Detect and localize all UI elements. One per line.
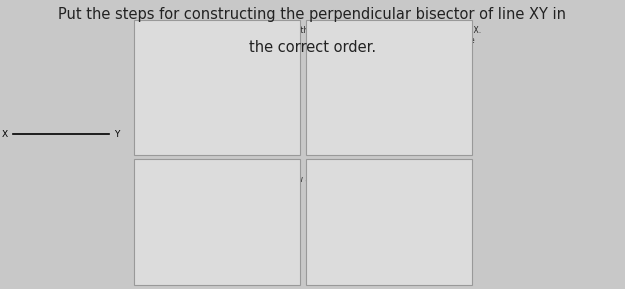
Text: the correct order.: the correct order. xyxy=(249,40,376,55)
Text: X: X xyxy=(320,140,326,149)
Text: X: X xyxy=(149,112,155,121)
Text: Draw arcs above and below the line.: Draw arcs above and below the line. xyxy=(324,165,464,174)
Text: D: D xyxy=(312,166,321,176)
Text: Y: Y xyxy=(452,140,457,149)
Text: Put the steps for constructing the perpendicular bisector of line XY in: Put the steps for constructing the perpe… xyxy=(59,7,566,22)
Text: X: X xyxy=(146,256,151,265)
Text: Y: Y xyxy=(452,251,457,260)
Text: X: X xyxy=(318,251,323,260)
Text: X: X xyxy=(1,130,8,139)
Text: Draw a line between the points where the
arcs intersect.: Draw a line between the points where the… xyxy=(152,26,313,45)
Text: B: B xyxy=(312,27,321,38)
Text: Y: Y xyxy=(114,130,120,139)
Text: Y: Y xyxy=(280,256,285,265)
Text: Place the tip of a pair of compasses at X.
Make the width of the compasses more
: Place the tip of a pair of compasses at … xyxy=(324,26,481,56)
Text: X: X xyxy=(203,268,216,287)
Text: C: C xyxy=(141,166,148,176)
Text: A: A xyxy=(141,27,149,38)
Text: Without changing the width of the
compasses, place the tip at Y and draw arcs
ab: Without changing the width of the compas… xyxy=(152,165,321,205)
Text: Y: Y xyxy=(279,112,285,121)
